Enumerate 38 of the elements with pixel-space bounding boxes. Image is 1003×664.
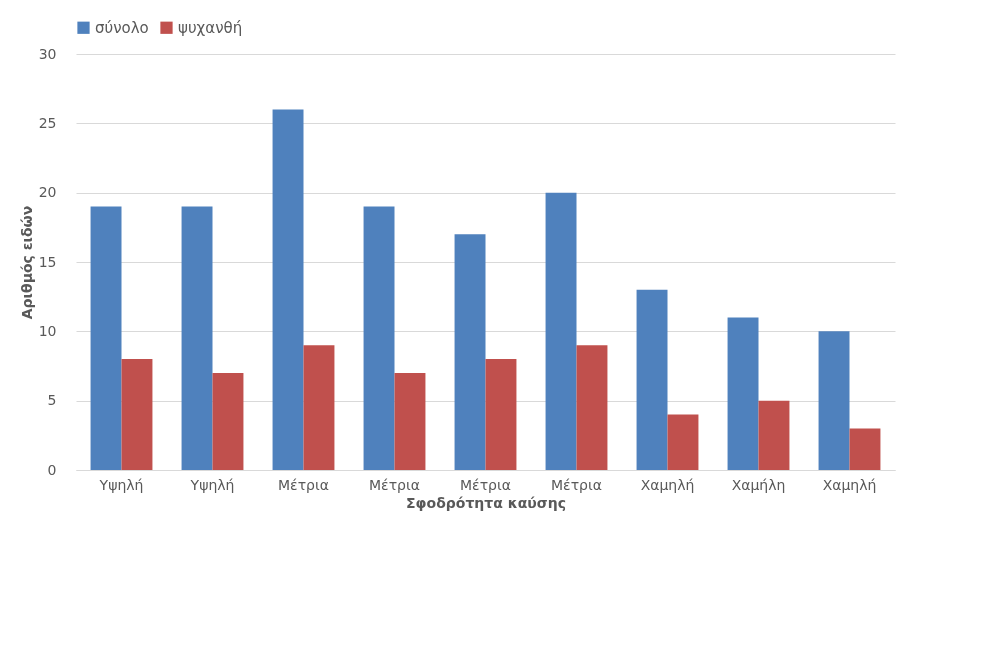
bar (818, 331, 850, 470)
x-tick-label: Μέτρια (460, 476, 511, 493)
y-tick-label: 10 (38, 322, 57, 339)
y-axis-title: Αριθμός ειδών (18, 205, 35, 320)
x-tick-label: Χαμηλή (822, 476, 877, 493)
y-tick-label: 30 (38, 45, 57, 62)
bar (454, 234, 486, 470)
legend-label: ψυχανθή (178, 18, 243, 37)
x-tick-label: Υψηλή (98, 476, 144, 493)
x-tick-label: Μέτρια (369, 476, 420, 493)
y-tick-label: 0 (47, 461, 57, 478)
x-tick-label: Μέτρια (551, 476, 602, 493)
x-tick-label: Μέτρια (278, 476, 329, 493)
x-tick-label: Χαμηλή (640, 476, 695, 493)
y-tick-label: 20 (38, 184, 57, 201)
bar (212, 372, 244, 470)
legend-label: σύνολο (95, 18, 149, 37)
x-axis-title: Σφοδρότητα καύσης (406, 494, 566, 511)
bar (303, 345, 335, 470)
x-tick-label: Υψηλή (189, 476, 235, 493)
bar (576, 345, 608, 470)
bar (545, 192, 577, 470)
bar (272, 109, 304, 470)
bar (636, 289, 668, 470)
bar (121, 359, 153, 470)
bar (181, 206, 213, 470)
bar (849, 428, 881, 470)
y-tick-label: 15 (38, 253, 57, 270)
bar (394, 372, 426, 470)
bar (727, 317, 759, 470)
bar (363, 206, 395, 470)
y-tick-label: 5 (47, 392, 57, 409)
y-tick-label: 25 (38, 114, 57, 131)
bar (485, 359, 517, 470)
bar (667, 414, 699, 470)
bar (758, 400, 790, 470)
x-tick-label: Χαμήλη (731, 476, 786, 493)
bar (90, 206, 122, 470)
